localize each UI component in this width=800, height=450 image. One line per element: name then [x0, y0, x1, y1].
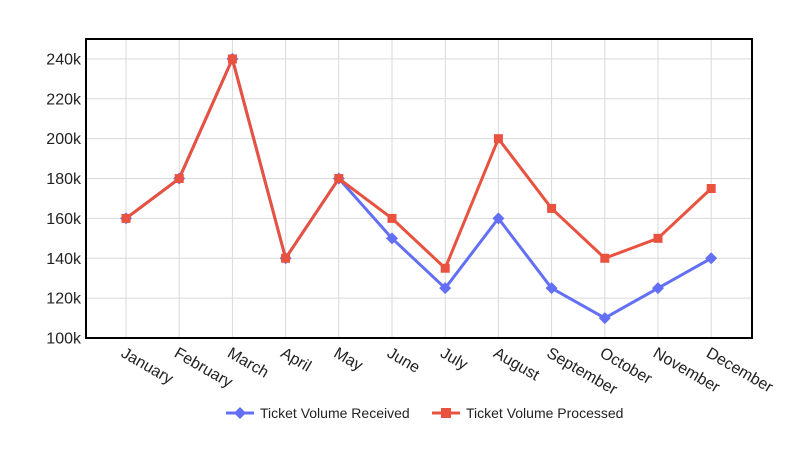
- data-point-square: [387, 213, 397, 223]
- data-point-diamond: [598, 312, 611, 325]
- plot-frame: [85, 38, 753, 339]
- data-point-square: [440, 263, 450, 273]
- legend-label: Ticket Volume Received: [260, 405, 410, 421]
- data-point-diamond: [652, 282, 664, 295]
- data-point-square: [653, 233, 663, 243]
- y-tick-label: 100k: [46, 331, 82, 348]
- legend-marker-square: [441, 408, 451, 418]
- data-point-diamond: [386, 232, 398, 245]
- x-tick-label: June: [384, 345, 423, 377]
- data-point-diamond: [545, 282, 558, 295]
- series-line-1: [125, 57, 713, 270]
- y-tick-label: 180k: [46, 171, 82, 188]
- legend-item[interactable]: Ticket Volume Received: [226, 405, 410, 421]
- legend: Ticket Volume Received Ticket Volume Proc…: [226, 405, 623, 421]
- x-tick-label: January: [118, 345, 176, 388]
- data-point-square: [493, 134, 503, 144]
- data-point-square: [227, 54, 237, 64]
- y-tick-label: 200k: [46, 131, 82, 148]
- data-point-diamond: [705, 252, 718, 265]
- y-tick-label: 160k: [46, 211, 82, 228]
- y-tick-label: 120k: [46, 291, 82, 308]
- legend-label: Ticket Volume Processed: [466, 405, 623, 421]
- y-axis: 100k 120k 140k 160k 180k 200k 220k 240k: [46, 51, 82, 347]
- x-tick-label: July: [437, 345, 470, 374]
- data-point-square: [547, 203, 557, 213]
- y-tick-label: 240k: [46, 51, 82, 68]
- data-point-square: [174, 174, 184, 184]
- y-tick-label: 140k: [46, 251, 82, 268]
- x-tick-label: May: [331, 345, 366, 375]
- data-point-diamond: [492, 212, 505, 225]
- data-point-diamond: [439, 282, 452, 295]
- data-point-square: [281, 253, 291, 263]
- series-lines: [120, 52, 718, 325]
- data-point-square: [706, 184, 716, 193]
- data-point-square: [600, 253, 610, 263]
- data-point-square: [334, 174, 344, 184]
- legend-item[interactable]: Ticket Volume Processed: [432, 405, 623, 421]
- x-tick-label: February: [171, 345, 235, 392]
- data-point-square: [121, 213, 131, 223]
- x-tick-label: April: [278, 345, 314, 376]
- y-tick-label: 220k: [46, 91, 82, 108]
- x-tick-label: August: [490, 345, 542, 385]
- legend-marker-diamond: [234, 407, 246, 419]
